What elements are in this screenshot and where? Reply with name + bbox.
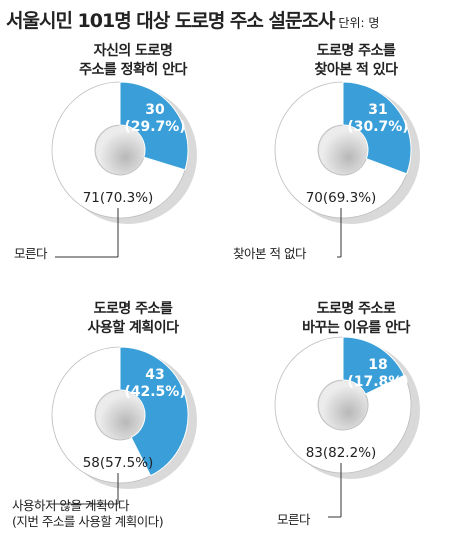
slice-no-label: 71(70.3%) <box>83 190 154 206</box>
donut-chart: 31 (30.7%) 70(69.3%) <box>274 81 420 258</box>
slice-yes-label: 30 (29.7%) <box>124 102 185 135</box>
slice-no-label: 58(57.5%) <box>83 455 154 471</box>
donut-hole <box>96 126 144 174</box>
slice-no-label: 83(82.2%) <box>306 445 377 461</box>
donut-hole <box>319 381 367 429</box>
slice-yes-label: 43 (42.5%) <box>124 367 185 400</box>
annotation-note: 사용하지 않을 계획이다 (지번 주소를 사용할 계획이다) <box>12 498 164 529</box>
donut-chart: 30 (29.7%) 71(70.3%) <box>51 81 197 258</box>
slice-no <box>274 336 412 474</box>
question-title: 도로명 주소로 바꾸는 이유를 안다 <box>302 301 410 336</box>
slice-no <box>51 81 186 219</box>
annotation-note: 모른다 <box>14 246 48 261</box>
annotation-note: 찾아본 적 없다 <box>233 246 306 261</box>
question-title: 도로명 주소를 사용할 계획이다 <box>87 301 179 336</box>
chart-title: 서울시민 101명 대상 도로명 주소 설문조사 단위: 명 <box>6 6 379 33</box>
annotation-note: 모른다 <box>277 512 311 527</box>
question-title: 자신의 도로명 주소를 정확히 안다 <box>79 43 187 78</box>
slice-no <box>274 81 408 219</box>
unit-label: 단위: 명 <box>338 16 380 30</box>
slice-no-label: 70(69.3%) <box>306 190 377 206</box>
donut-hole <box>319 126 367 174</box>
donut-chart: 43 (42.5%) 58(57.5%) <box>50 346 197 505</box>
donut-hole <box>96 391 144 439</box>
slice-yes <box>342 81 412 175</box>
donut-chart: 18 (17.8%) 83(82.2%) <box>274 336 420 518</box>
slice-yes <box>119 81 189 171</box>
slice-yes-label: 31 (30.7%) <box>347 102 408 135</box>
slice-yes <box>342 336 405 395</box>
slice-yes <box>119 346 189 477</box>
question-title: 도로명 주소를 찾아본 적 있다 <box>314 43 398 78</box>
slice-yes-label: 18 (17.8%) <box>347 357 408 390</box>
title-text: 서울시민 101명 대상 도로명 주소 설문조사 <box>6 10 335 32</box>
slice-no <box>51 346 152 484</box>
